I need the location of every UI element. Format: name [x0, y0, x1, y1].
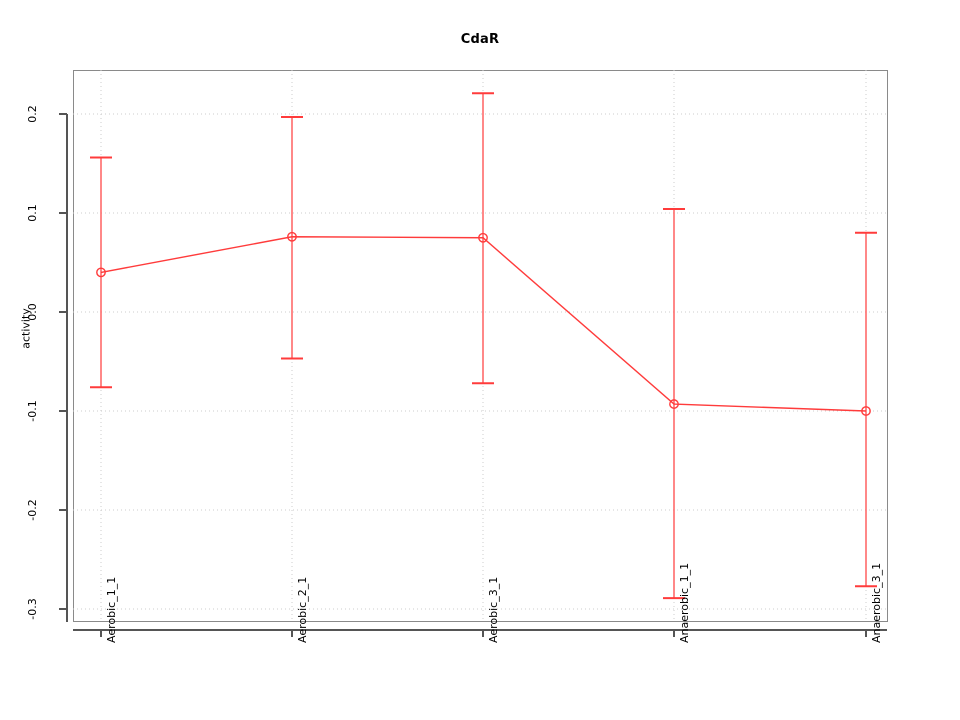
x-tick-label-3: Anaerobic_1_1	[678, 562, 691, 643]
x-axis-line	[73, 629, 887, 631]
y-tick-mark-5	[59, 608, 67, 610]
x-tick-label-4: Anaerobic_3_1	[870, 562, 883, 643]
y-tick-mark-3	[59, 410, 67, 412]
x-tick-label-2: Aerobic_3_1	[487, 576, 500, 643]
x-tick-label-1: Aerobic_2_1	[296, 576, 309, 643]
x-tick-label-0: Aerobic_1_1	[105, 576, 118, 643]
x-tick-mark-1	[291, 629, 293, 637]
y-tick-label-4: -0.2	[26, 499, 39, 521]
y-axis-line	[66, 114, 68, 622]
y-tick-mark-1	[59, 212, 67, 214]
plot-frame	[73, 70, 888, 622]
x-tick-mark-3	[673, 629, 675, 637]
x-tick-mark-4	[865, 629, 867, 637]
y-tick-label-2: 0.0	[26, 303, 39, 321]
y-tick-mark-2	[59, 311, 67, 313]
chart-title: CdaR	[460, 32, 500, 47]
y-tick-mark-4	[59, 509, 67, 511]
y-tick-label-5: -0.3	[26, 598, 39, 620]
x-tick-mark-2	[482, 629, 484, 637]
x-tick-mark-0	[100, 629, 102, 637]
y-tick-label-0: 0.2	[26, 105, 39, 123]
y-tick-mark-0	[59, 113, 67, 115]
y-tick-label-3: -0.1	[26, 400, 39, 422]
y-tick-label-1: 0.1	[26, 204, 39, 222]
